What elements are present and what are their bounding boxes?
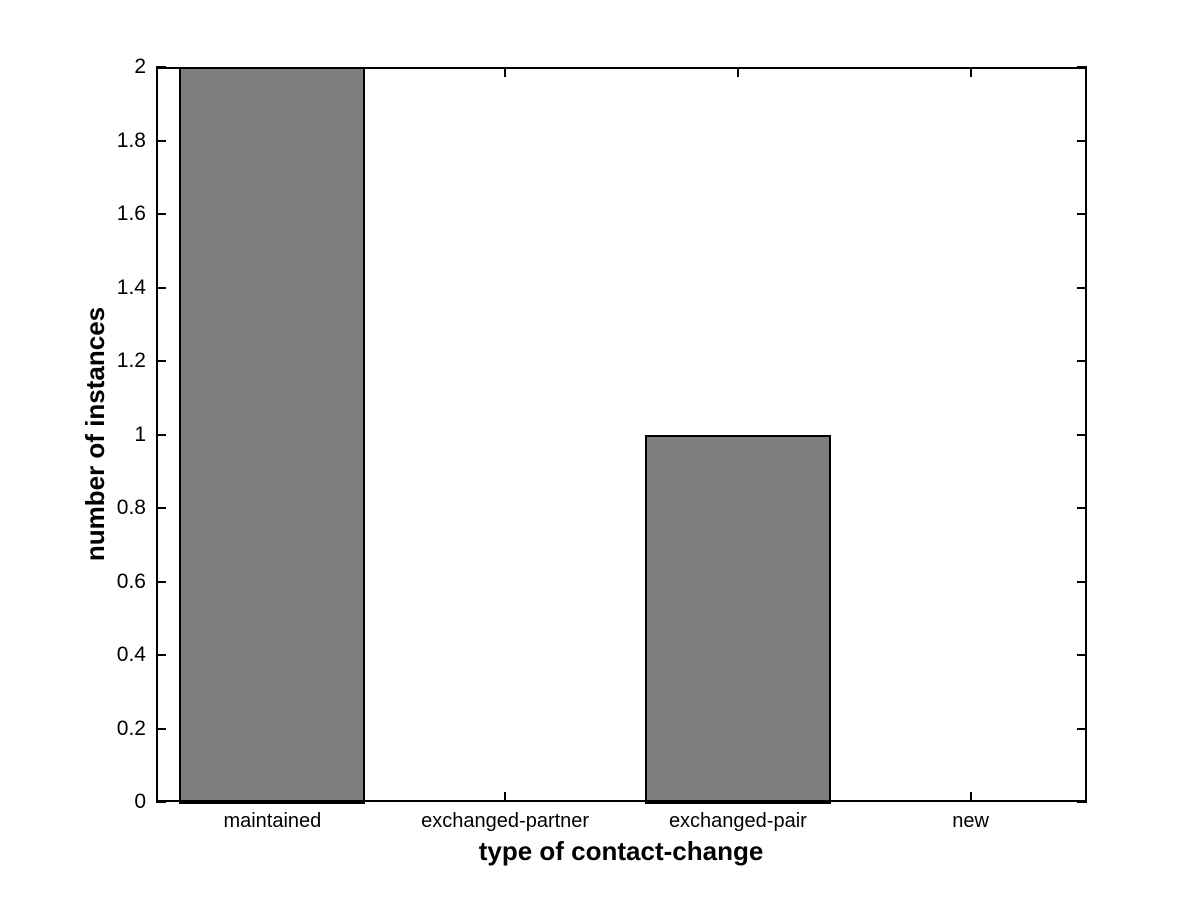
y-tick-label: 0 xyxy=(134,790,146,813)
bar xyxy=(644,434,831,804)
y-tick-left xyxy=(156,139,166,142)
y-tick-left xyxy=(156,286,166,289)
y-tick-right xyxy=(1077,286,1087,289)
y-tick-right xyxy=(1077,507,1087,509)
y-tick-label: 0.4 xyxy=(116,643,146,666)
x-tick-bottom xyxy=(504,792,507,802)
y-tick-right xyxy=(1077,580,1087,583)
x-axis-label: type of contact-change xyxy=(478,836,764,866)
x-tick-bottom xyxy=(969,792,972,802)
plot-area xyxy=(156,66,1087,804)
y-tick-left xyxy=(156,213,166,215)
y-tick-right xyxy=(1077,433,1087,436)
y-tick-left xyxy=(156,580,166,583)
y-tick-right xyxy=(1077,360,1087,362)
y-tick-left xyxy=(156,727,166,730)
y-tick-right xyxy=(1077,139,1087,142)
y-tick-right xyxy=(1077,801,1087,803)
x-tick-label: exchanged-pair xyxy=(668,810,807,832)
x-tick-top xyxy=(736,67,739,77)
y-tick-right xyxy=(1077,66,1087,68)
y-tick-label: 0.2 xyxy=(116,716,146,740)
y-tick-left xyxy=(156,360,166,362)
y-tick-left xyxy=(156,654,166,656)
y-tick-label: 1 xyxy=(134,422,146,446)
x-tick-top xyxy=(969,67,972,77)
y-tick-label: 1.2 xyxy=(116,349,146,372)
y-tick-left xyxy=(156,66,166,68)
y-tick-label: 1.4 xyxy=(116,275,146,299)
y-tick-label: 2 xyxy=(134,55,146,78)
y-tick-label: 0.8 xyxy=(116,496,146,519)
x-tick-label: maintained xyxy=(223,810,322,832)
y-tick-left xyxy=(156,433,166,436)
y-tick-right xyxy=(1077,727,1087,730)
y-tick-right xyxy=(1077,213,1087,215)
y-tick-left xyxy=(156,507,166,509)
x-tick-top xyxy=(504,67,507,77)
bar xyxy=(179,67,366,804)
y-tick-label: 0.6 xyxy=(116,569,146,593)
x-tick-label: exchanged-partner xyxy=(421,810,590,832)
y-tick-left xyxy=(156,801,166,803)
y-tick-right xyxy=(1077,654,1087,656)
y-tick-label: 1.6 xyxy=(116,202,146,225)
x-tick-label: new xyxy=(952,810,989,832)
y-tick-label: 1.8 xyxy=(116,128,146,152)
